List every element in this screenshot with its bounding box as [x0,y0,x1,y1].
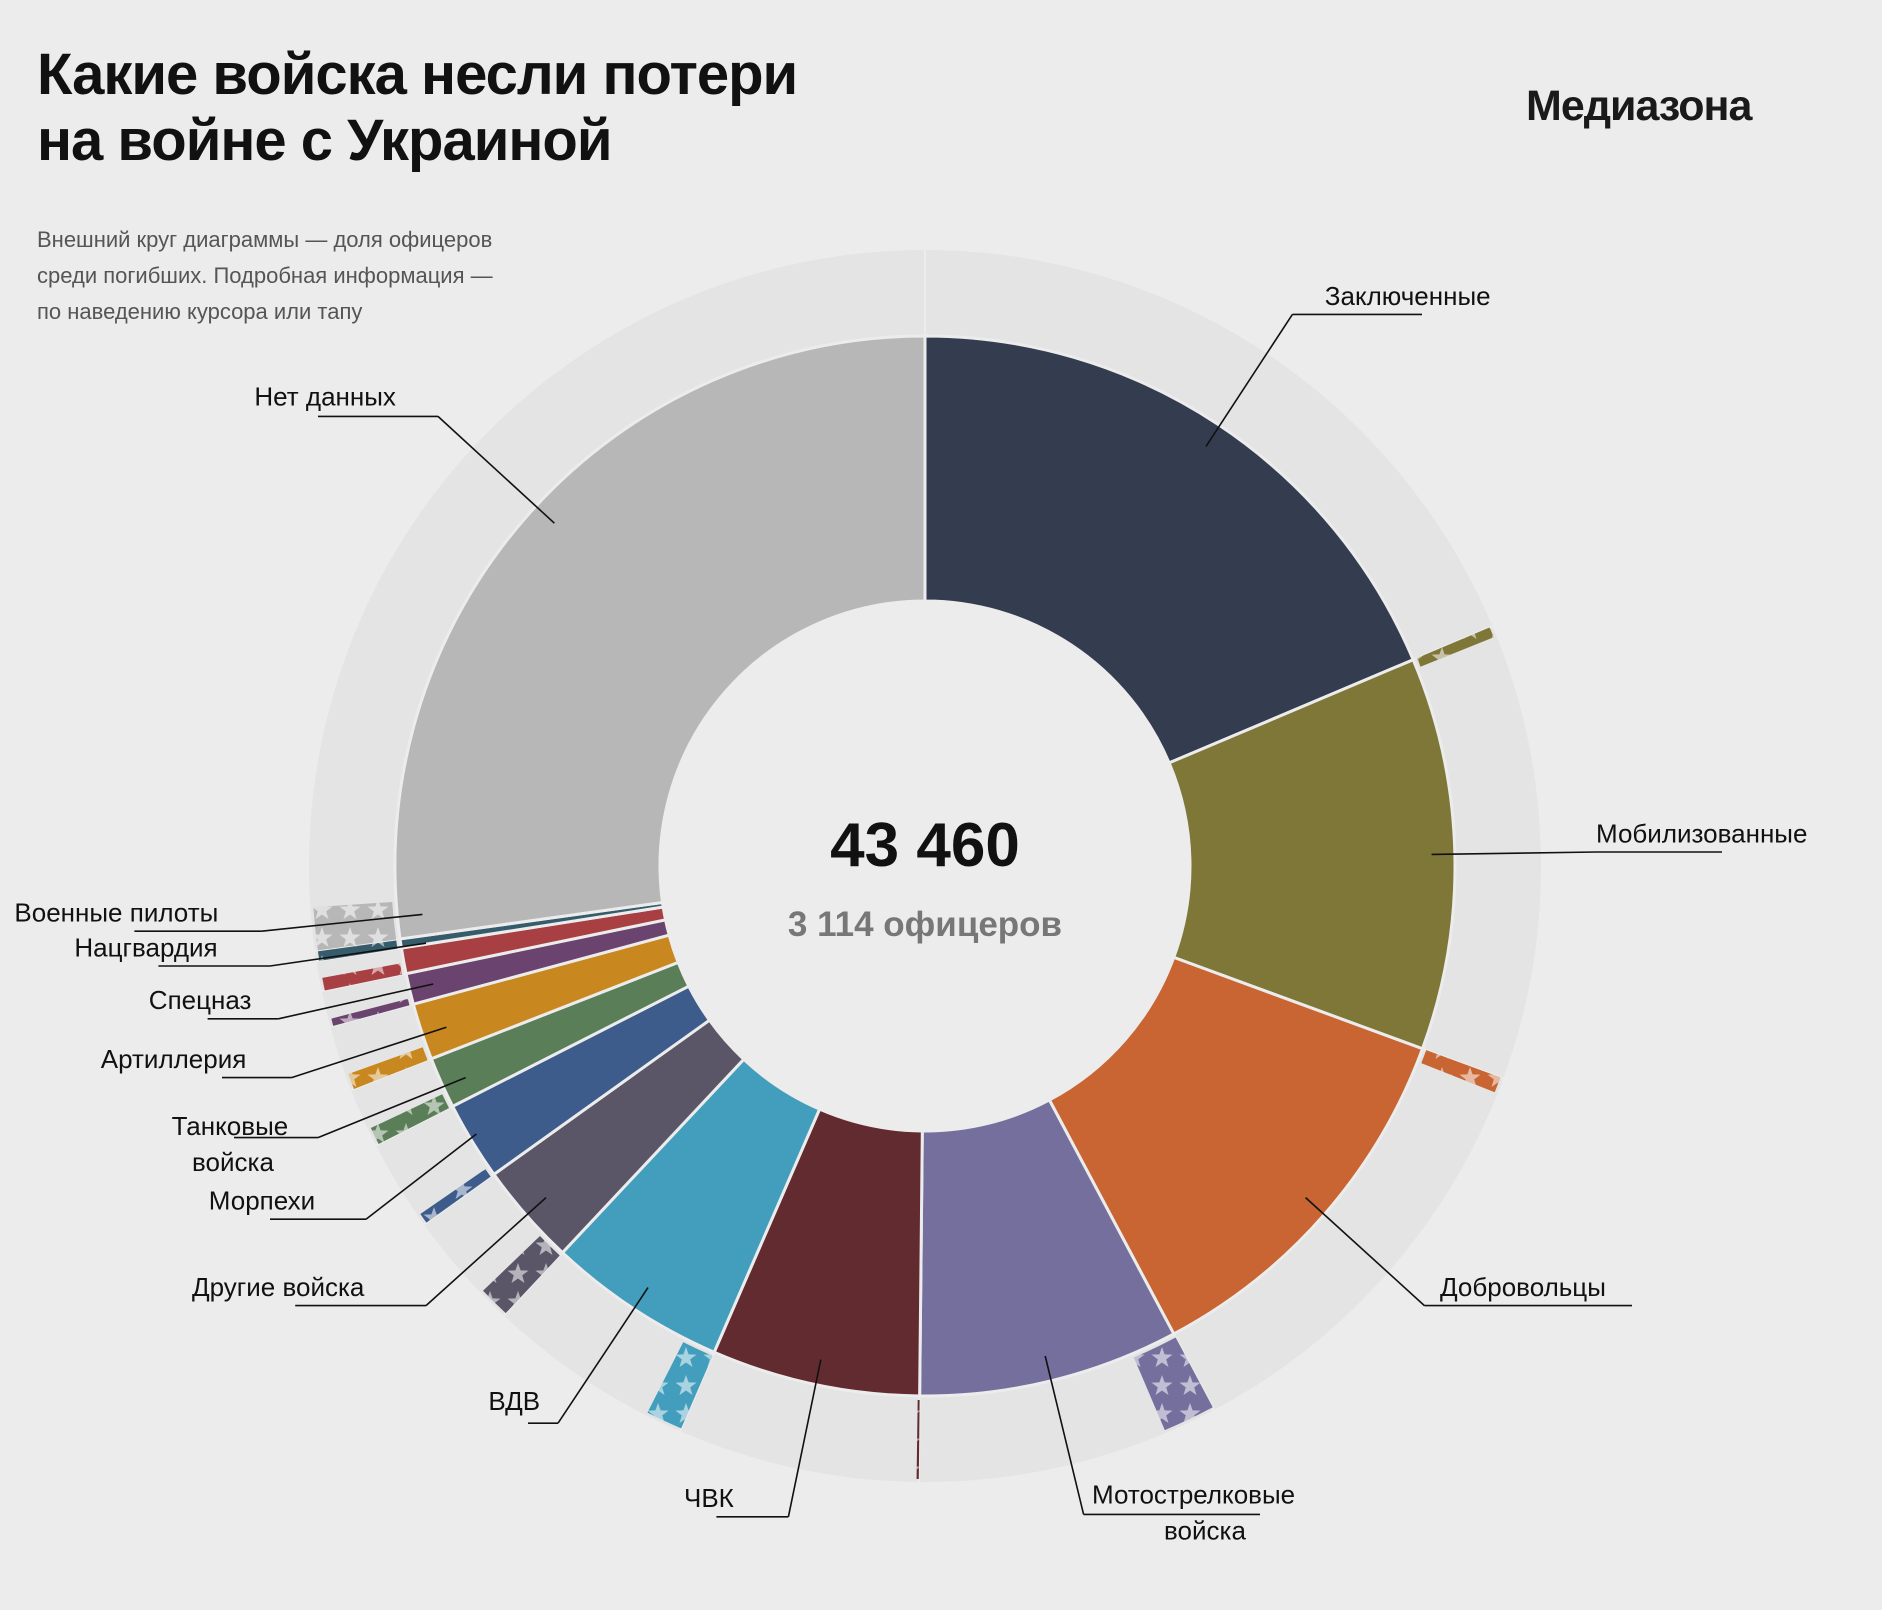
chart-title: Какие войска несли потери на войне с Укр… [37,42,937,174]
label-артиллерия: Артиллерия [101,1044,247,1074]
leader-line-мобилизованные [1431,851,1597,856]
label-мобилизованные: Мобилизованные [1596,818,1807,848]
officer-stars-нацгвардия [322,963,403,991]
leader-line-вдв [557,1287,649,1424]
officer-stars-мобилизованные [1416,627,1494,667]
label-танковые-войска-line2: войска [192,1147,274,1177]
label-мотострелковые-войска: Мотострелковые [1092,1480,1295,1510]
leader-line-морпехи [365,1133,477,1220]
officer-stars-чвк [916,1399,920,1479]
slice-мобилизованные[interactable] [1167,657,1457,1051]
center-total: 43 460 [830,811,1020,880]
leader-line-мотострелковые-войска [1044,1355,1085,1515]
leader-line-нет-данных [437,415,555,524]
slice-заключенные[interactable] [923,334,1416,765]
label-заключенные: Заключенные [1325,281,1491,311]
leader-line-заключенные [1205,313,1294,447]
title-line-1: Какие войска несли потери [37,42,798,107]
mediazona-logo[interactable]: Медиазона [1526,82,1752,130]
leader-line-танковые-войска [317,1076,466,1139]
leader-line-добровольцы [1305,1197,1425,1307]
subtitle-line-2: среди погибших. Подробная информация — [37,263,493,288]
officer-stars-морпехи [420,1169,491,1223]
label-спецназ: Спецназ [149,985,252,1015]
officer-stars-мотострелковые-войска [1133,1337,1213,1431]
leader-line-чвк [787,1359,822,1517]
label-вдв: ВДВ [488,1386,540,1416]
label-другие-войска: Другие войска [192,1272,365,1302]
subtitle-line-3: по наведению курсора или тапу [37,299,363,324]
officer-stars-танковые-войска [370,1094,450,1144]
officer-stars-нет-данных [313,901,397,951]
leader-line-артиллерия [291,1026,447,1079]
label-военные-пилоты: Военные пилоты [14,898,218,928]
slice-нет-данных[interactable] [393,334,927,941]
label-нацгвардия: Нацгвардия [74,932,217,962]
label-морпехи: Морпехи [209,1186,315,1216]
center-officers: 3 114 офицеров [788,905,1062,944]
label-танковые-войска: Танковые [172,1111,289,1141]
title-line-2: на войне с Украиной [37,108,613,173]
slice-добровольцы[interactable] [1047,955,1425,1336]
officer-stars-артиллерия [348,1047,428,1089]
officer-stars-добровольцы [1421,1050,1501,1093]
label-чвк: ЧВК [684,1483,734,1513]
leader-line-военные-пилоты [261,913,423,932]
subtitle-line-1: Внешний круг диаграммы — доля офицеров [37,227,493,252]
officer-stars-вдв [647,1342,713,1429]
chart-subtitle: Внешний круг диаграммы — доля офицеров с… [37,222,617,330]
officer-stars-спецназ [331,998,410,1026]
label-добровольцы: Добровольцы [1440,1272,1606,1302]
label-нет-данных: Нет данных [254,382,396,412]
leader-line-нацгвардия [269,942,427,967]
leader-line-спецназ [278,983,434,1020]
label-мотострелковые-войска-line2: войска [1164,1516,1246,1546]
leader-line-другие-войска [425,1197,547,1307]
officer-stars-другие-войска [483,1236,560,1314]
